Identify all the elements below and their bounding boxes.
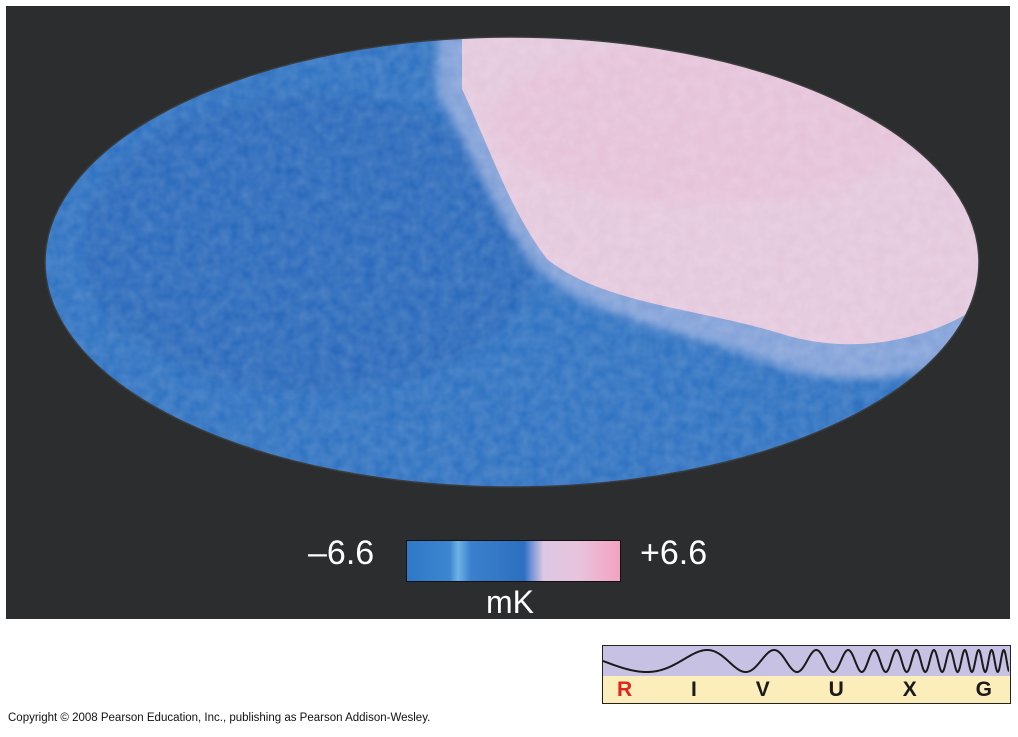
band-label-i: I (691, 678, 697, 701)
texture (45, 37, 979, 487)
colorbar (406, 540, 621, 582)
sky-map-panel: –6.6 +6.6 mK (6, 6, 1010, 619)
band-label-x: X (902, 678, 917, 701)
spectrum-indicator: R I V U X G (602, 645, 1011, 704)
wave-line (602, 648, 1010, 674)
colorbar-unit-label: mK (486, 584, 534, 620)
band-label-r: R (617, 678, 633, 701)
wavelength-wave-icon (602, 648, 1010, 674)
colorbar-max-label: +6.6 (640, 534, 708, 572)
colorbar-min-label: –6.6 (308, 534, 375, 572)
wave-graphic (602, 646, 1010, 677)
band-labels: R I V U X G (603, 676, 1010, 703)
copyright-notice: Copyright © 2008 Pearson Education, Inc.… (8, 712, 431, 724)
dipole-sky-map (44, 36, 980, 488)
band-label-u: U (828, 678, 844, 701)
band-label-g: G (975, 678, 992, 701)
band-label-v: V (755, 678, 770, 701)
